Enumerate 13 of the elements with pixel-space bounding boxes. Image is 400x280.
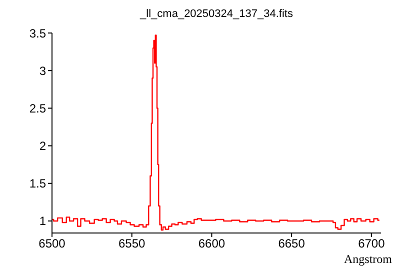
x-tick-label: 6700: [358, 236, 386, 251]
y-tick-label: 3: [39, 64, 46, 78]
x-tick-label: 6500: [38, 236, 66, 251]
y-tick-label: 1.5: [29, 176, 46, 191]
y-tick-label: 2: [39, 139, 46, 154]
chart-title: _ll_cma_20250324_137_34.fits: [138, 8, 294, 20]
x-tick-label: 6600: [198, 236, 226, 251]
x-tick-label: 6550: [118, 236, 146, 251]
x-axis-title: Angstrom: [344, 252, 392, 267]
y-tick-label: 2.5: [29, 101, 46, 116]
y-tick-label: 3.5: [29, 26, 46, 40]
x-tick-label: 6650: [278, 236, 306, 251]
y-tick-label: 1: [39, 214, 46, 228]
